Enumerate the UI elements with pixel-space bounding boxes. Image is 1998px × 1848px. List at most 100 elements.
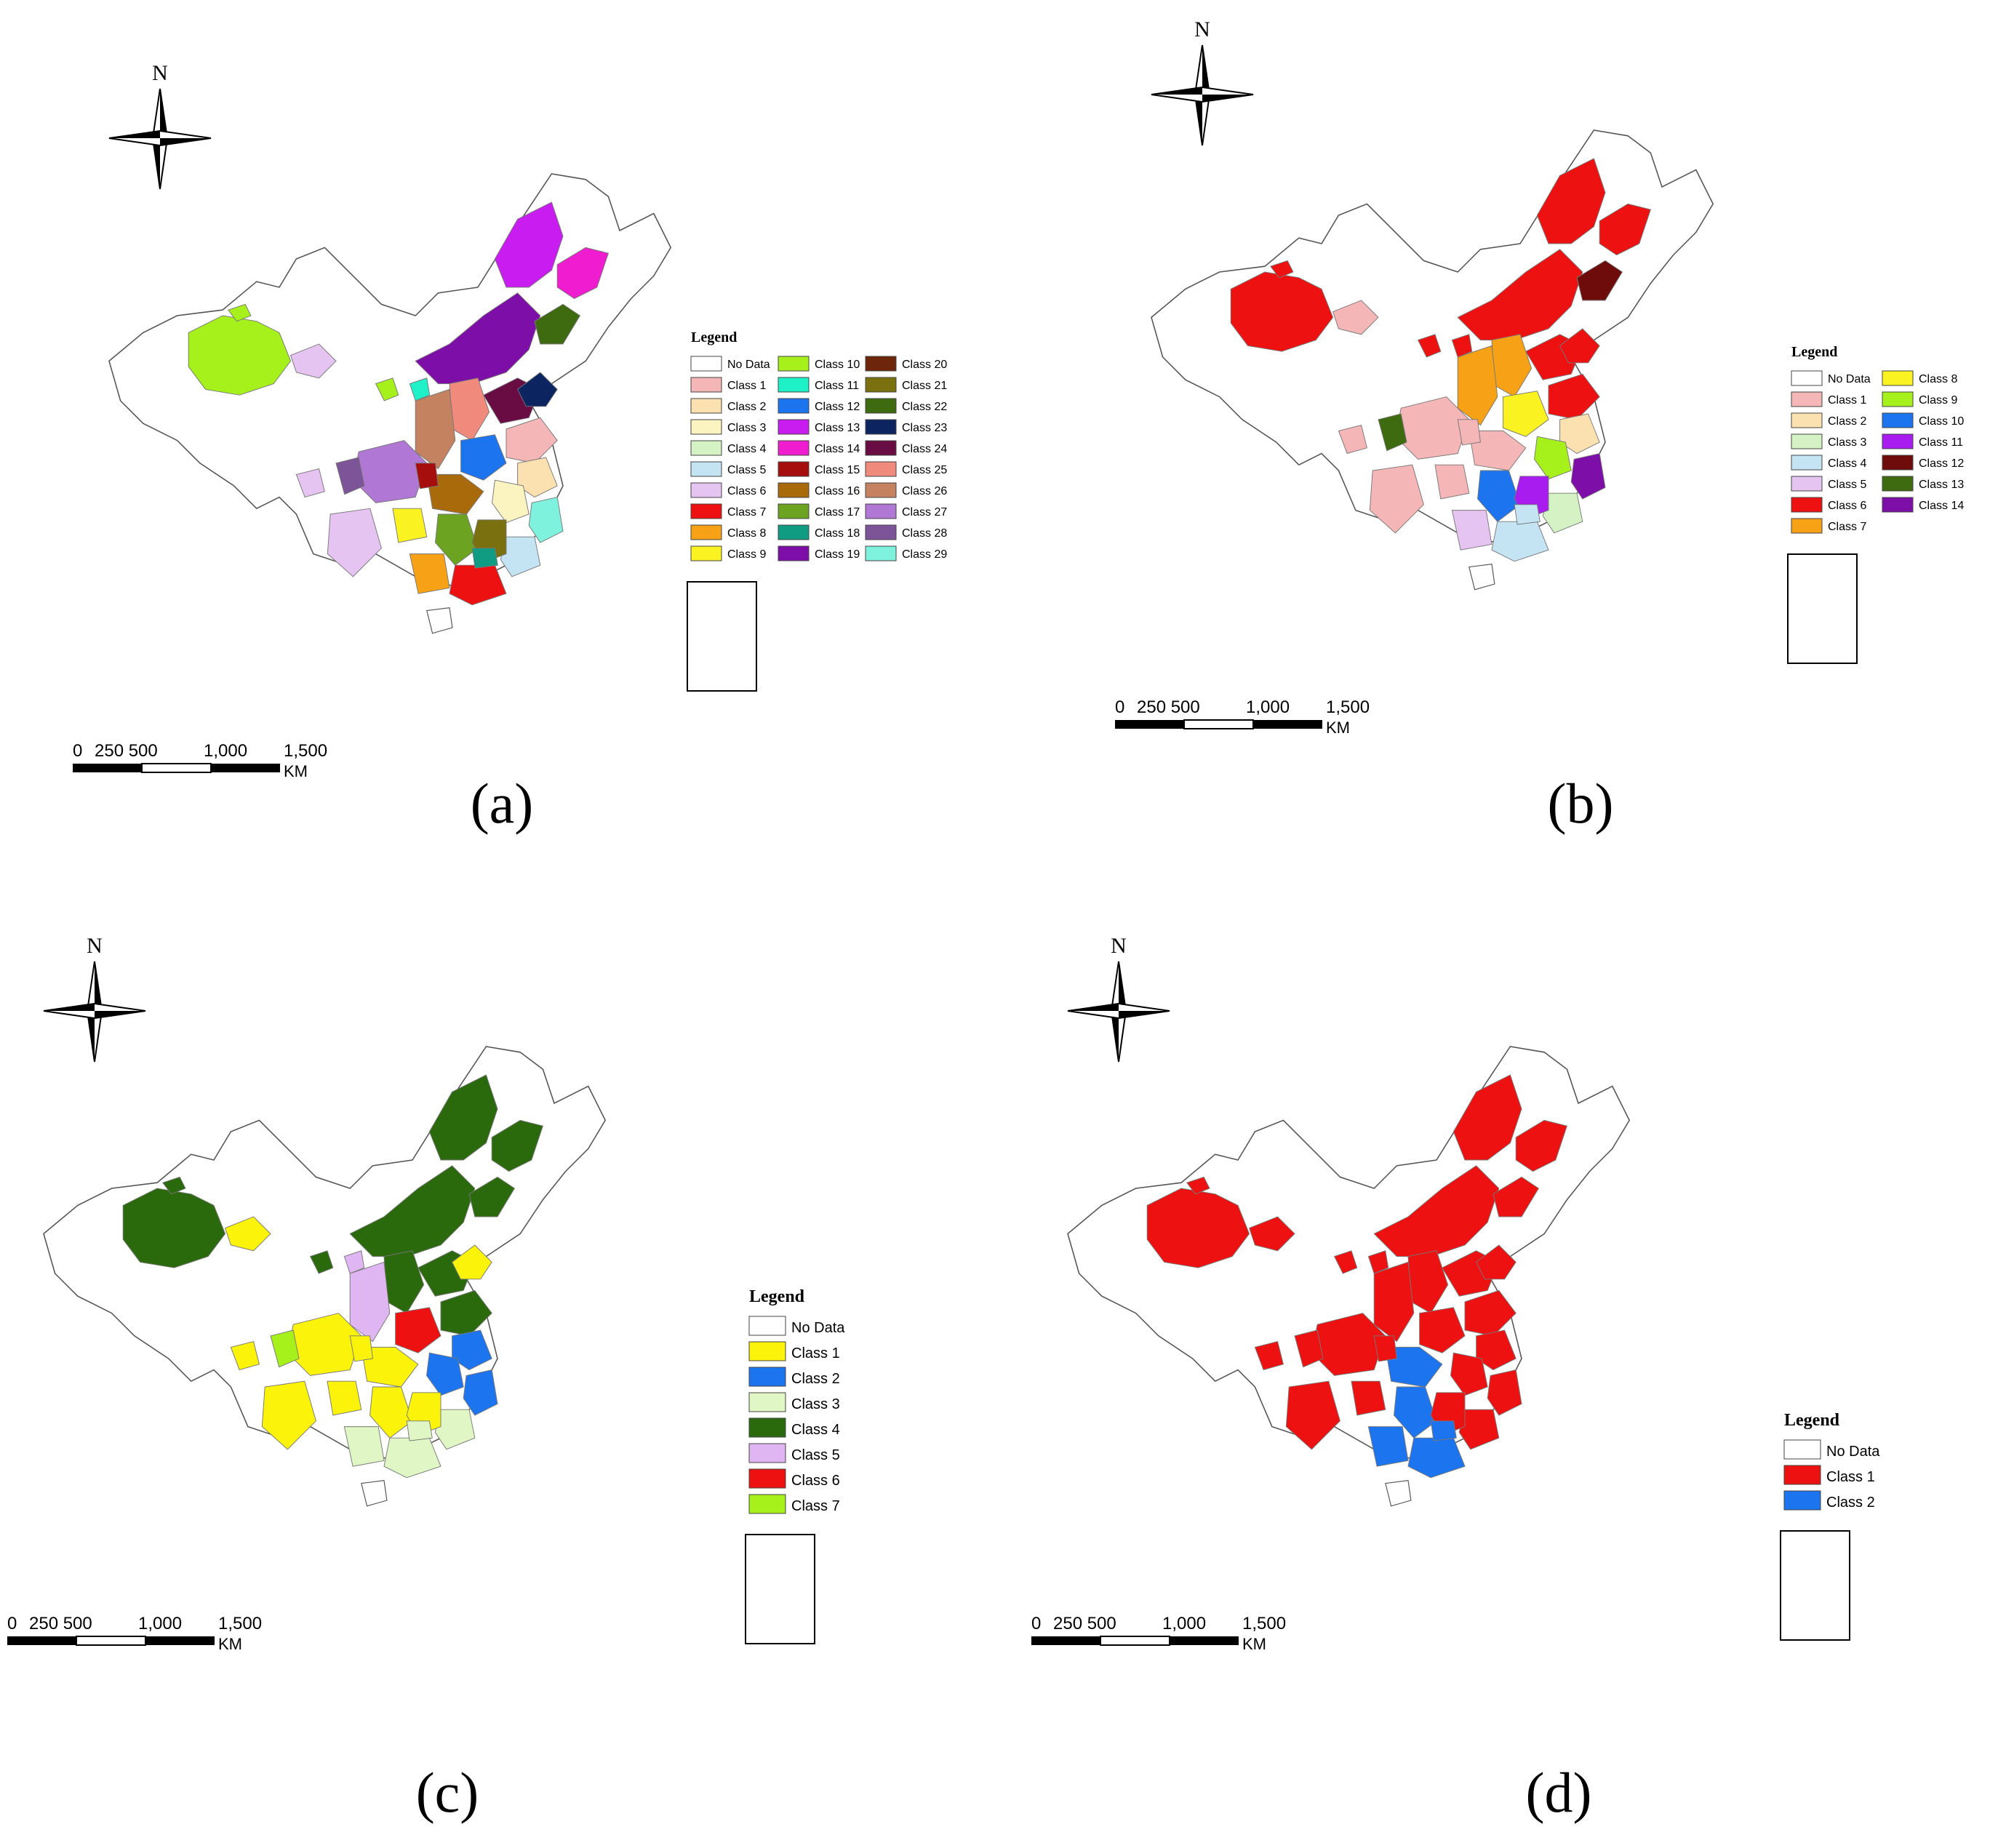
legend-swatch [1882,497,1914,513]
scale-unit: KM [1326,719,1350,737]
region-guangdong [1491,521,1549,562]
legend-swatch [1791,476,1823,492]
legend-label: Class 25 [902,464,947,476]
scale-label: 1,500 [1326,697,1370,717]
scale-label: 0 [73,741,82,761]
legend-label: No Data [1826,1444,1880,1460]
region-heilongjiang [1452,1074,1522,1161]
north-label: N [152,61,168,85]
legend-swatch [865,398,897,414]
legend: Legend No Data Class 1 Class 2 Class 3 Class … [1791,344,1964,534]
region-zhejiang [1487,1369,1522,1416]
scale-unit: KM [284,762,308,780]
legend-label: Class 21 [902,380,947,392]
scale-segment [73,764,142,772]
region-tibet_e [1338,425,1367,455]
legend-swatch [748,1392,786,1412]
map-a: N Legend No Data Class 1 Class 2 Class 3 Class… [73,61,947,780]
legend-swatch [778,377,810,393]
region-jiangsu [517,457,558,498]
region-heilongjiang [1536,158,1606,244]
legend-label: Class 4 [791,1422,840,1438]
scale-label: 1,000 [1162,1614,1206,1633]
caption-b: (b) [1547,772,1614,835]
legend-title: Legend [691,329,737,345]
scale-segment [145,1636,215,1645]
legend-title: Legend [749,1287,805,1306]
scale-label: 1,000 [204,741,247,761]
region-gansu_w [1249,1216,1295,1252]
legend-label: Class 5 [1828,479,1866,491]
scale-label: 0 [1031,1614,1041,1633]
region-guizhou [1434,464,1470,500]
region-zhejiang [1570,453,1606,500]
region-guangdong_n [406,1420,433,1441]
legend-label: Class 5 [727,464,766,476]
region-ningxia [409,377,431,401]
region-guangxi [1367,1426,1409,1467]
region-jilin [491,1119,544,1172]
region-xj_north [1186,1176,1210,1195]
legend-swatch [1783,1439,1821,1460]
legend-title: Legend [1791,344,1837,360]
legend-swatch [690,482,722,498]
legend-swatch [1882,433,1914,449]
map-c: N Legend No Data Class 1 Class 2 Class 3 Class… [7,934,845,1653]
legend-label: Class 2 [1826,1495,1875,1511]
scale-unit: KM [1242,1635,1266,1653]
scale-label: 0 [7,1614,17,1633]
panel-c: N Legend No Data Class 1 Class 2 Class 3 Class… [0,924,999,1848]
legend: Legend No Data Class 1 Class 2 Class 3 Class … [690,329,947,561]
north-arrow-icon: N [108,61,212,190]
region-liaoning [1576,260,1623,301]
legend-swatch [1791,370,1823,386]
scale-segment [7,1636,76,1645]
legend-label: Class 22 [902,401,947,413]
scale-label: 1,000 [138,1614,182,1633]
legend-swatch [1783,1490,1821,1511]
region-shaanxi [1457,345,1498,426]
region-beijing [452,1244,492,1280]
north-arrow-icon: N [43,934,146,1063]
scale-segment [1115,720,1184,729]
region-hainan [361,1480,388,1507]
legend-label: Class 11 [1919,436,1963,449]
region-guangdong_n [1514,504,1541,525]
region-gansu_w [290,343,337,379]
region-hubei [1468,430,1527,471]
legend-swatch [748,1494,786,1514]
inset-map [745,1534,815,1644]
region-hubei [361,1346,419,1388]
region-guangdong [1407,1437,1466,1479]
map-b: N Legend No Data Class 1 Class 2 Class 3 Class… [1115,17,1964,737]
scale-segment [1031,1636,1100,1645]
region-heilongjiang [494,201,564,288]
region-qinghai_e [1333,1250,1358,1274]
region-jiangsu [1559,413,1600,455]
region-guizhou [392,508,428,543]
panel-a: N Legend No Data Class 1 Class 2 Class 3 Class… [0,0,999,887]
north-label: N [1111,934,1127,958]
legend-label: Class 26 [902,485,947,497]
legend-swatch [1783,1465,1821,1485]
region-shaanxi [1373,1261,1415,1343]
legend-swatch [865,377,897,393]
region-anhui [1450,1352,1488,1396]
legend-label: Class 10 [815,359,860,371]
region-qinghai_e [1417,334,1442,358]
region-ningxia [1451,334,1473,358]
region-guangdong [449,564,507,606]
legend-swatch [690,461,722,477]
panel-b: N Legend No Data Class 1 Class 2 Class 3 Class… [999,0,1998,887]
legend: Legend No Data Class 1 Class 2 Class 3 Class … [748,1287,845,1514]
region-zhejiang [528,497,564,543]
region-heilongjiang [428,1074,498,1161]
china-map [1067,1046,1631,1507]
scale-unit: KM [218,1635,242,1653]
scale-label: 250 500 [1137,697,1200,717]
legend-swatch [690,545,722,561]
legend-label: Class 5 [791,1447,840,1463]
legend-swatch [865,503,897,519]
